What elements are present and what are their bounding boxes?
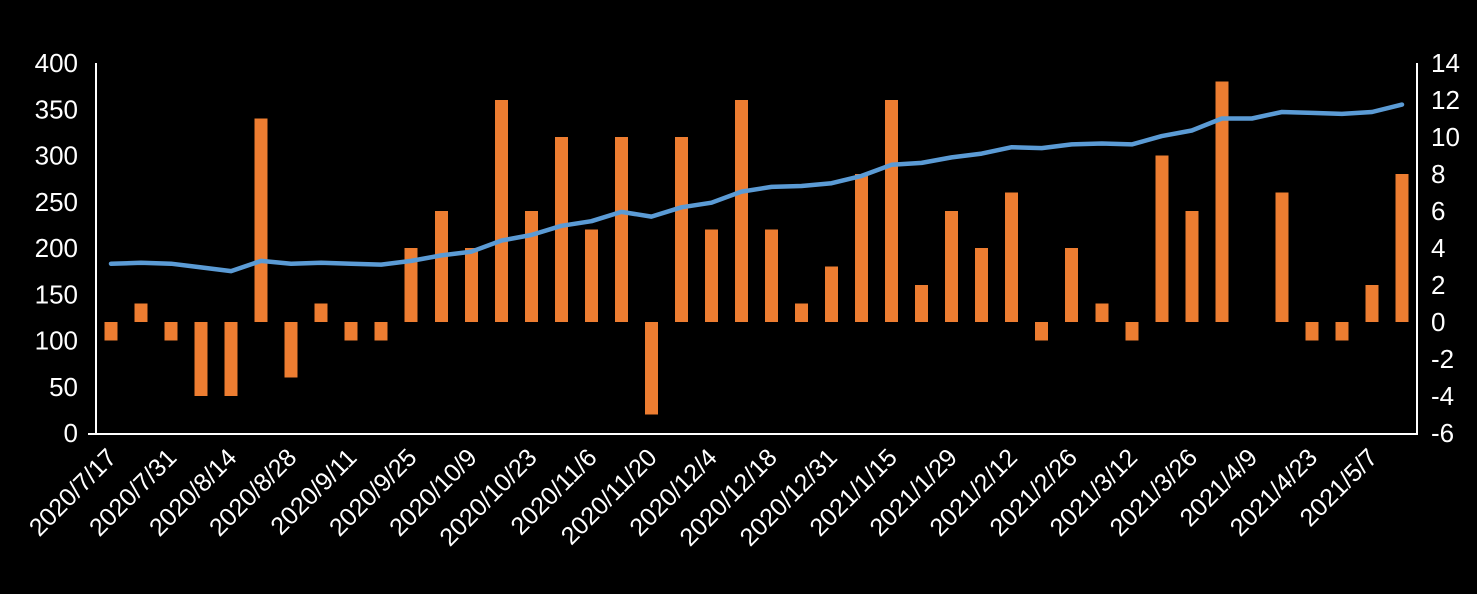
- y-axis-tick-label-left: 300: [35, 141, 78, 171]
- y-axis-tick-label-left: 250: [35, 187, 78, 217]
- bar: [1305, 322, 1319, 341]
- trend-line: [108, 102, 1405, 274]
- bar: [224, 322, 238, 396]
- bar: [494, 100, 508, 322]
- bar: [434, 211, 448, 322]
- bar: [765, 229, 778, 322]
- bar: [1035, 322, 1049, 341]
- bar: [254, 118, 268, 322]
- bar: [344, 322, 358, 341]
- bar: [1155, 155, 1169, 322]
- bar: [554, 137, 568, 322]
- bar: [104, 322, 118, 341]
- y-axis-tick-label-left: 400: [35, 48, 78, 78]
- y-axis-tick-label-left: 200: [35, 233, 78, 263]
- y-axis-tick-label-left: 50: [49, 372, 78, 402]
- bar: [975, 248, 989, 322]
- y-axis-tick-label-right: -6: [1431, 418, 1454, 448]
- y-axis-tick-label-right: 14: [1431, 48, 1460, 78]
- bar: [644, 322, 658, 415]
- bar: [735, 100, 748, 322]
- bar: [614, 137, 628, 322]
- bar: [194, 322, 208, 396]
- y-axis-tick-label-right: -2: [1431, 344, 1454, 374]
- bar: [1125, 322, 1139, 341]
- bar: [284, 322, 298, 378]
- bar: [1275, 192, 1289, 322]
- bar: [825, 266, 839, 322]
- bar: [1005, 192, 1019, 322]
- y-axis-tick-label-right: 0: [1431, 307, 1445, 337]
- bar: [855, 174, 869, 322]
- bar: [164, 322, 178, 341]
- bar: [584, 229, 598, 322]
- y-axis-tick-label-right: 6: [1431, 196, 1445, 226]
- bar: [404, 248, 418, 322]
- bar: [1095, 303, 1109, 322]
- bar: [1215, 81, 1229, 322]
- bar: [1065, 248, 1079, 322]
- bar: [885, 100, 899, 322]
- bar: [134, 303, 148, 322]
- y-axis-tick-label-right: 10: [1431, 122, 1460, 152]
- bar: [1185, 211, 1199, 322]
- y-axis-tick-label-left: 350: [35, 94, 78, 124]
- y-axis-tick-label-right: 8: [1431, 159, 1445, 189]
- y-axis-tick-label-right: 2: [1431, 270, 1445, 300]
- bar: [374, 322, 388, 341]
- bar: [1335, 322, 1349, 341]
- bar: [1365, 285, 1379, 322]
- bar: [795, 303, 808, 322]
- y-axis-tick-label-right: -4: [1431, 381, 1454, 411]
- bar: [1395, 174, 1409, 322]
- y-axis-tick-label-right: 4: [1431, 233, 1445, 263]
- bar: [464, 248, 478, 322]
- y-axis-tick-label-left: 100: [35, 326, 78, 356]
- bar: [314, 303, 328, 322]
- bar: [674, 137, 688, 322]
- y-axis-tick-label-left: 0: [64, 418, 78, 448]
- y-axis-tick-label-left: 150: [35, 279, 78, 309]
- bar: [524, 211, 538, 322]
- y-axis-tick-label-right: 12: [1431, 85, 1460, 115]
- bar: [705, 229, 718, 322]
- bar: [945, 211, 959, 322]
- bar: [915, 285, 929, 322]
